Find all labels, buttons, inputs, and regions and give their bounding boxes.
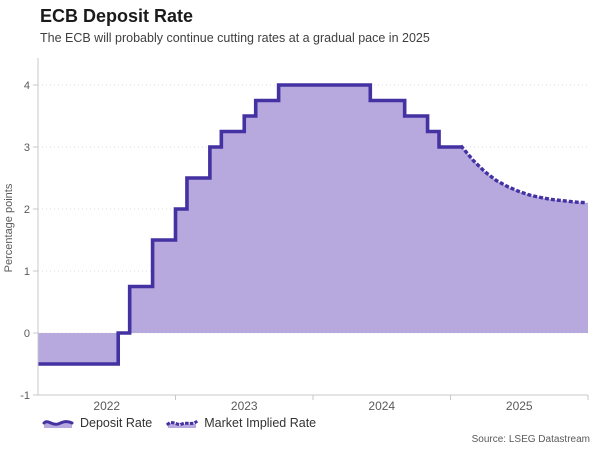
svg-text:-1: -1 xyxy=(20,390,30,402)
chart-subtitle: The ECB will probably continue cutting r… xyxy=(40,31,430,45)
svg-text:0: 0 xyxy=(24,328,30,340)
legend-item-deposit-rate[interactable]: Deposit Rate xyxy=(42,416,152,430)
svg-text:2024: 2024 xyxy=(368,399,395,413)
deposit-rate-legend-icon xyxy=(42,420,74,428)
chart-title: ECB Deposit Rate xyxy=(40,6,194,26)
legend: Deposit Rate Market Implied Rate xyxy=(42,416,316,430)
svg-text:3: 3 xyxy=(24,142,30,154)
legend-label-market-implied-rate: Market Implied Rate xyxy=(204,416,317,430)
svg-text:2025: 2025 xyxy=(506,399,533,413)
svg-text:1: 1 xyxy=(24,266,30,278)
legend-item-market-implied-rate[interactable]: Market Implied Rate xyxy=(166,416,316,430)
svg-text:4: 4 xyxy=(24,80,30,92)
source-credit: Source: LSEG Datastream xyxy=(471,434,590,445)
svg-text:2: 2 xyxy=(24,204,30,216)
svg-text:2022: 2022 xyxy=(93,399,120,413)
y-axis-title: Percentage points xyxy=(3,183,15,273)
svg-text:2023: 2023 xyxy=(231,399,258,413)
legend-label-deposit-rate: Deposit Rate xyxy=(80,416,153,430)
market-implied-rate-legend-icon xyxy=(166,419,199,428)
